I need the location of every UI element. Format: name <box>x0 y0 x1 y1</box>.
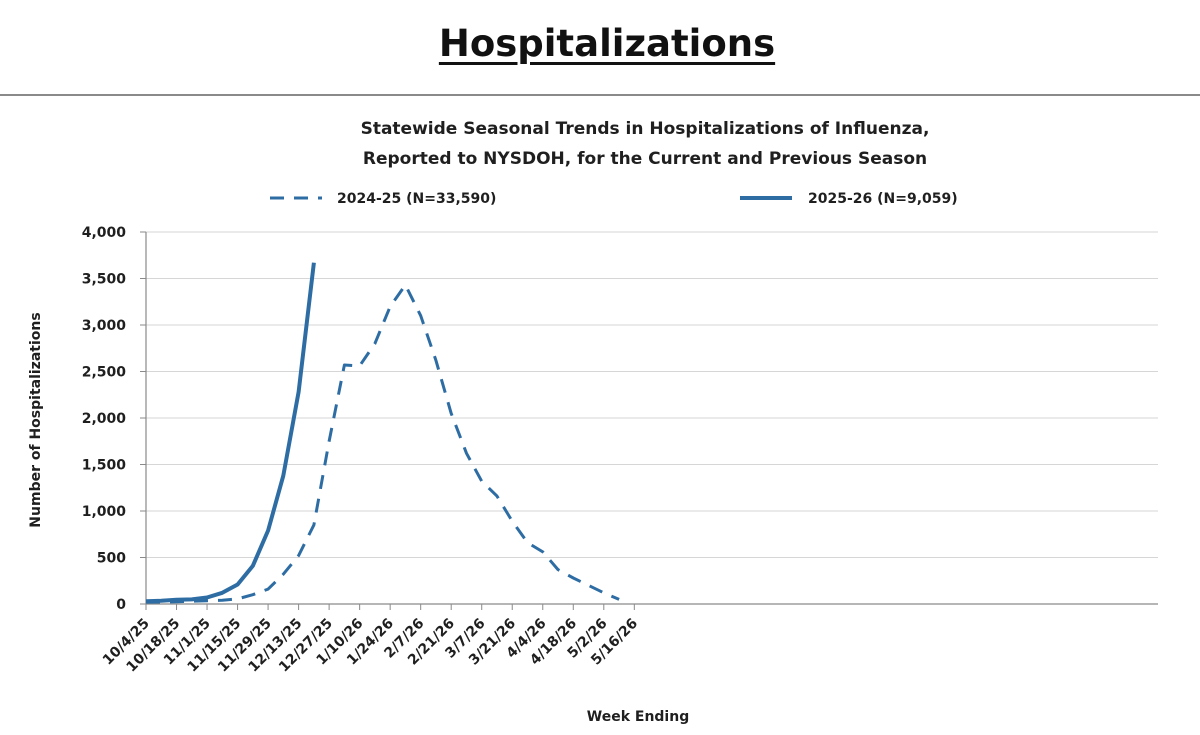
y-axis-label: Number of Hospitalizations <box>28 312 44 527</box>
chart-title: Statewide Seasonal Trends in Hospitaliza… <box>361 119 930 139</box>
series-line-2025-26 <box>145 262 316 604</box>
y-axis-ticks: 0 500 1,000 1,500 2,000 2,500 3,000 3,500 4,000 <box>82 225 146 613</box>
page-heading: Hospitalizations <box>438 22 776 65</box>
y-tick-label: 4,000 <box>82 225 127 241</box>
y-tick-label: 3,500 <box>82 272 127 288</box>
y-tick-label: 1,500 <box>82 458 127 474</box>
legend-label-2024-25: 2024-25 (N=33,590) <box>337 191 496 207</box>
hospitalizations-line-chart: Statewide Seasonal Trends in Hospitaliza… <box>28 119 1158 725</box>
y-tick-label: 2,000 <box>82 411 127 427</box>
legend: 2024-25 (N=33,590) 2025-26 (N=9,059) <box>270 191 958 207</box>
chart-subtitle: Reported to NYSDOH, for the Current and … <box>363 149 927 169</box>
heading-divider <box>0 94 1200 96</box>
legend-label-2025-26: 2025-26 (N=9,059) <box>808 191 958 207</box>
x-axis-label: Week Ending <box>587 709 689 725</box>
y-tick-label: 3,000 <box>82 318 127 334</box>
gridlines <box>145 231 1158 605</box>
y-tick-label: 2,500 <box>82 365 127 381</box>
series-line-2024-25 <box>145 283 620 604</box>
y-tick-label: 1,000 <box>82 504 127 520</box>
y-tick-label: 500 <box>97 551 126 567</box>
y-tick-label: 0 <box>116 597 126 613</box>
series-layer <box>145 262 620 604</box>
x-axis-ticks: 10/4/2510/18/2511/1/2511/15/2511/29/2512… <box>100 604 641 675</box>
